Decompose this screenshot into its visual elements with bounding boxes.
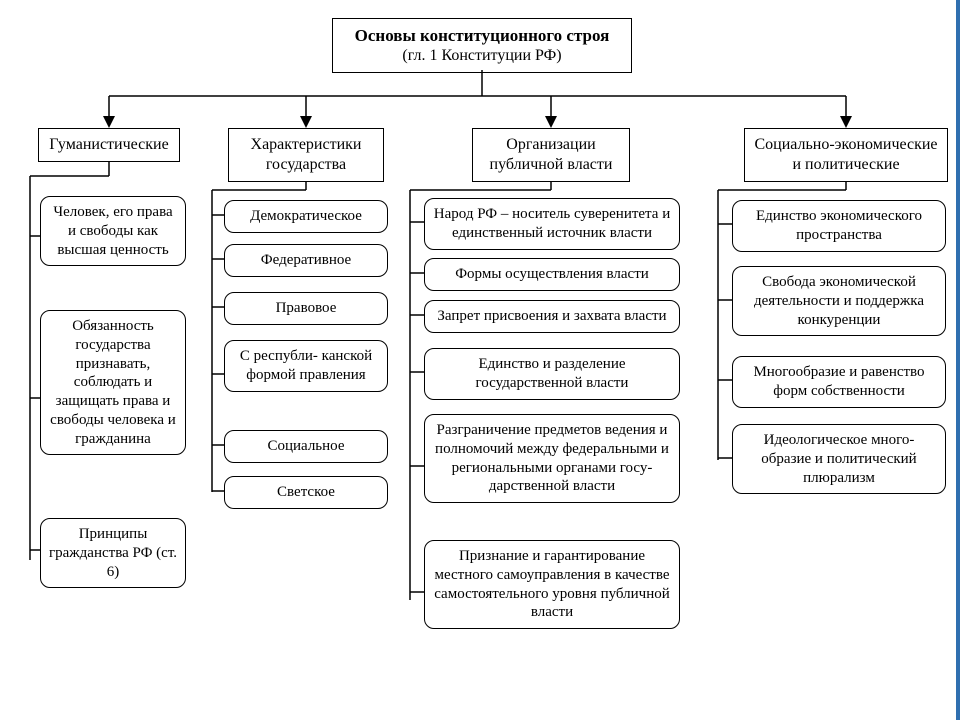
arrow-to-public-authority bbox=[545, 96, 557, 128]
root-title: Основы конституционного строя bbox=[347, 25, 617, 46]
category-humanistic: Гуманистические bbox=[38, 128, 180, 162]
item-seizure-ban: Запрет присвоения и захвата власти bbox=[424, 300, 680, 333]
category-state-characteristics: Характеристики государства bbox=[228, 128, 384, 182]
item-economic-freedom: Свобода экономической деятельности и под… bbox=[732, 266, 946, 336]
root-box: Основы конституционного строя (гл. 1 Кон… bbox=[332, 18, 632, 73]
item-state-duty-protect-rights: Обязанность государства признавать, собл… bbox=[40, 310, 186, 455]
item-republican-form: С республи- канской формой правления bbox=[224, 340, 388, 392]
arrow-to-state-characteristics bbox=[300, 96, 312, 128]
root-subtitle: (гл. 1 Конституции РФ) bbox=[347, 46, 617, 66]
diagram-canvas: Основы конституционного строя (гл. 1 Кон… bbox=[0, 0, 960, 720]
item-local-self-government: Признание и гарантирование местного само… bbox=[424, 540, 680, 629]
category-socio-economic: Социально-экономические и политические bbox=[744, 128, 948, 182]
side-accent bbox=[956, 0, 960, 720]
item-property-forms: Многообразие и равенство форм собственно… bbox=[732, 356, 946, 408]
item-unity-separation: Единство и разделение государственной вл… bbox=[424, 348, 680, 400]
item-democratic: Демократическое bbox=[224, 200, 388, 233]
item-secular: Светское bbox=[224, 476, 388, 509]
item-ideological-pluralism: Идеологическое много- образие и политиче… bbox=[732, 424, 946, 494]
arrow-to-humanistic bbox=[103, 96, 115, 128]
item-economic-unity: Единство экономического пространства bbox=[732, 200, 946, 252]
item-human-rights-supreme-value: Человек, его права и свободы как высшая … bbox=[40, 196, 186, 266]
item-citizenship-principles: Принципы гражданства РФ (ст. 6) bbox=[40, 518, 186, 588]
item-social: Социальное bbox=[224, 430, 388, 463]
category-public-authority: Организации публичной власти bbox=[472, 128, 630, 182]
item-delimitation-powers: Разграничение предметов ведения и полном… bbox=[424, 414, 680, 503]
item-legal: Правовое bbox=[224, 292, 388, 325]
item-people-sovereignty: Народ РФ – носитель суверенитета и единс… bbox=[424, 198, 680, 250]
item-forms-of-power: Формы осуществления власти bbox=[424, 258, 680, 291]
arrow-to-socio-economic bbox=[840, 96, 852, 128]
item-federative: Федеративное bbox=[224, 244, 388, 277]
